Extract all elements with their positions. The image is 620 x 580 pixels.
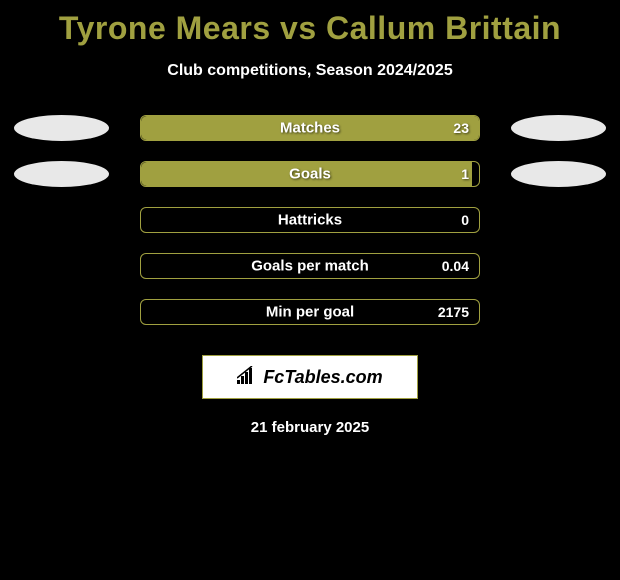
stat-bar: Hattricks 0 (140, 207, 480, 233)
stat-value: 0.04 (442, 258, 469, 274)
stat-bar: Goals per match 0.04 (140, 253, 480, 279)
stat-row: Hattricks 0 (0, 207, 620, 233)
stat-value: 1 (461, 166, 469, 182)
stat-value: 0 (461, 212, 469, 228)
stat-label: Goals (289, 166, 331, 183)
stat-label: Goals per match (251, 258, 369, 275)
stat-value: 2175 (438, 304, 469, 320)
chart-icon (237, 366, 259, 389)
stat-bar: Min per goal 2175 (140, 299, 480, 325)
page-title: Tyrone Mears vs Callum Brittain (0, 10, 620, 47)
comparison-container: Tyrone Mears vs Callum Brittain Club com… (0, 0, 620, 436)
stat-value: 23 (453, 120, 469, 136)
date-label: 21 february 2025 (0, 419, 620, 436)
stat-row: Min per goal 2175 (0, 299, 620, 325)
player-right-marker (511, 115, 606, 141)
stat-bar: Goals 1 (140, 161, 480, 187)
stat-label: Min per goal (266, 304, 354, 321)
player-left-marker (14, 161, 109, 187)
page-subtitle: Club competitions, Season 2024/2025 (0, 62, 620, 80)
logo-text: FcTables.com (263, 367, 382, 388)
stats-area: Matches 23 Goals 1 Hattricks 0 Goals per match… (0, 115, 620, 325)
stat-label: Matches (280, 120, 340, 137)
logo-box: FcTables.com (202, 355, 418, 399)
stat-row: Goals 1 (0, 161, 620, 187)
stat-row: Goals per match 0.04 (0, 253, 620, 279)
stat-bar: Matches 23 (140, 115, 480, 141)
player-left-marker (14, 115, 109, 141)
stat-label: Hattricks (278, 212, 342, 229)
player-right-marker (511, 161, 606, 187)
stat-row: Matches 23 (0, 115, 620, 141)
